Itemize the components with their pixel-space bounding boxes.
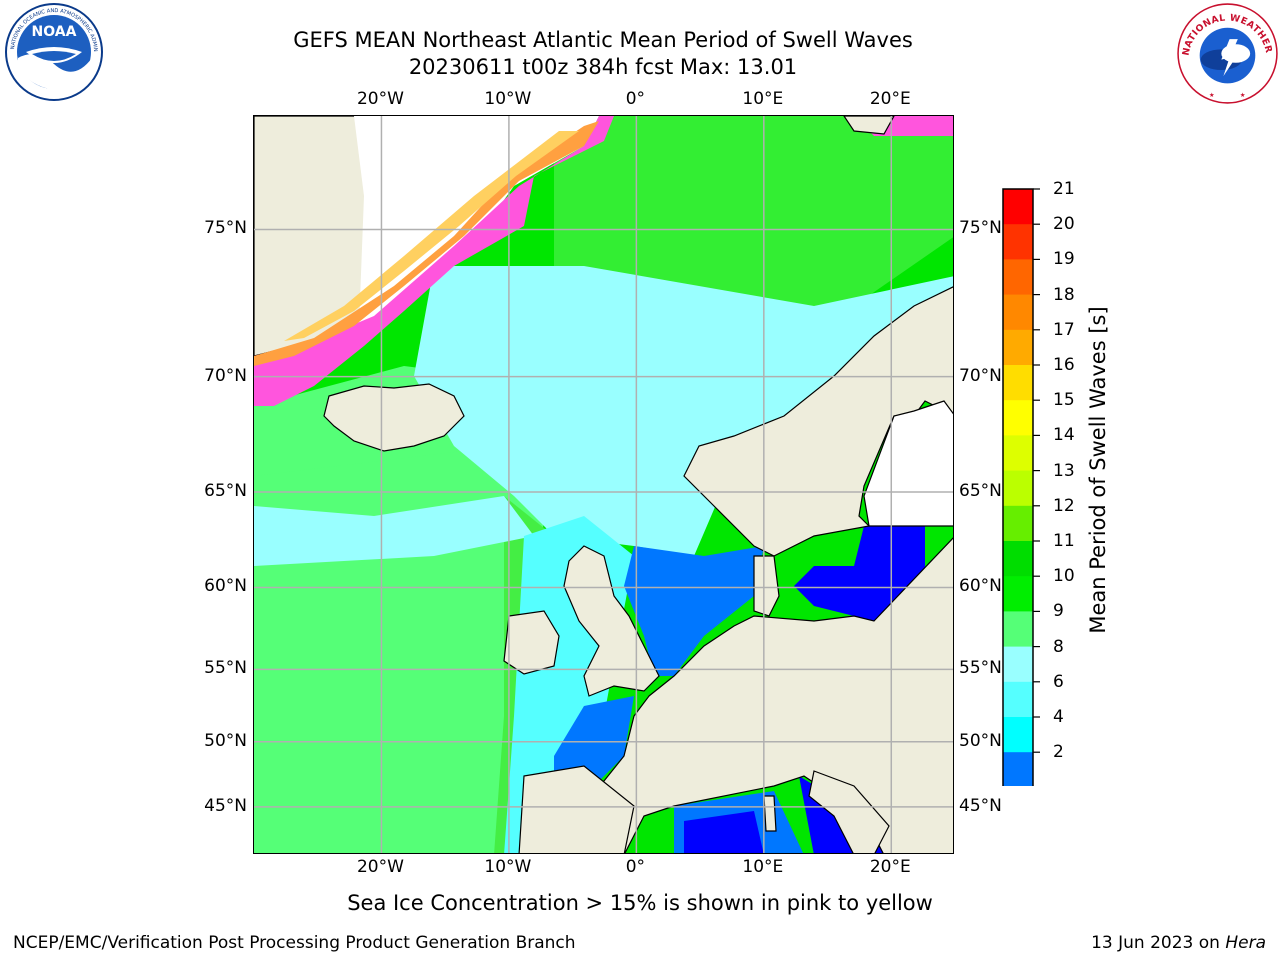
colorbar-swatch <box>1003 717 1033 753</box>
colorbar-title: Mean Period of Swell Waves [s] <box>1086 306 1110 634</box>
corsica-sardinia-land <box>763 795 777 832</box>
noaa-logo: NOAA NATIONAL OCEANIC AND ATMOSPHERIC AD… <box>4 2 103 101</box>
colorbar-tick-label: 19 <box>1053 249 1075 270</box>
colorbar-swatch <box>1003 294 1033 331</box>
colorbar-swatch <box>1003 329 1033 366</box>
colorbar-swatch <box>1003 611 1033 648</box>
baltic-sea-region <box>794 526 925 621</box>
colorbar-swatch <box>1003 505 1033 542</box>
svg-text:★: ★ <box>1240 92 1246 99</box>
colorbar-tick-label: 8 <box>1053 636 1064 657</box>
sea-ice-orange-band <box>254 121 599 366</box>
colorbar-tick-label: 13 <box>1053 460 1075 481</box>
west-mediterranean-core-region <box>684 811 764 853</box>
colorbar-tick-label: 4 <box>1053 707 1064 727</box>
colorbar-swatch <box>1003 189 1033 225</box>
south-iceland-band-region <box>254 496 534 566</box>
lon-tick-label-bottom: 20°W <box>356 857 404 877</box>
denmark-land <box>753 555 780 617</box>
lat-tick-label-left: 55°N <box>204 658 247 679</box>
colorbar-tick-label: 9 <box>1053 601 1064 622</box>
date-text: 13 Jun 2023 on <box>1091 933 1226 953</box>
lon-tick-label-top: 10°E <box>742 89 784 109</box>
colorbar-tick-label: 16 <box>1053 355 1075 375</box>
credit-line: NCEP/EMC/Verification Post Processing Pr… <box>13 933 576 953</box>
colorbar-tick-label: 15 <box>1053 390 1075 411</box>
colorbar-swatch <box>1003 400 1033 436</box>
colorbar-tick-label: 12 <box>1053 495 1075 516</box>
sea-ice-yellow-band <box>284 131 579 341</box>
north-sea-region <box>624 546 764 676</box>
colorbar-tick-label: 17 <box>1053 319 1075 340</box>
lon-tick-label-top: 20°W <box>356 89 404 109</box>
lat-tick-label-right: 50°N <box>959 730 1002 751</box>
colorbar-tick-label: 18 <box>1053 284 1075 305</box>
svalbard-land <box>843 116 895 135</box>
colorbar-swatch <box>1003 752 1033 786</box>
lat-tick-label-right: 55°N <box>959 658 1002 679</box>
ireland-land <box>503 610 560 675</box>
colorbar-swatch <box>1003 224 1033 260</box>
lat-tick-label-left: 75°N <box>204 218 247 239</box>
lat-tick-label-left: 45°N <box>204 795 247 816</box>
great-britain-land <box>563 545 660 697</box>
colorbar-swatch <box>1003 470 1033 507</box>
chart-title: GEFS MEAN Northeast Atlantic Mean Period… <box>293 28 913 52</box>
iberia-land <box>518 765 635 853</box>
lon-tick-label-top: 10°W <box>484 89 532 109</box>
svg-text:★: ★ <box>1209 92 1215 99</box>
lon-tick-label-top: 0° <box>625 89 646 109</box>
lat-tick-label-left: 65°N <box>204 480 247 501</box>
colorbar-tick-label: 2 <box>1053 742 1064 763</box>
lon-tick-label-bottom: 10°W <box>484 857 532 877</box>
colorbar-swatch <box>1003 576 1033 612</box>
lat-tick-label-right: 60°N <box>959 576 1002 597</box>
gulf-bothnia-missing-area <box>863 400 953 527</box>
host-name: Hera <box>1225 933 1266 953</box>
lat-tick-label-left: 70°N <box>204 365 247 386</box>
lat-tick-label-right: 70°N <box>959 365 1002 386</box>
lon-tick-label-bottom: 0° <box>625 857 646 877</box>
colorbar-swatch <box>1003 646 1033 683</box>
sea-ice-note: Sea Ice Concentration > 15% is shown in … <box>347 891 933 915</box>
colorbar-frame <box>1002 188 1034 786</box>
map-panel <box>253 115 954 854</box>
lat-tick-label-right: 75°N <box>959 218 1002 239</box>
lon-tick-label-bottom: 20°E <box>869 857 911 877</box>
chart-subtitle: 20230611 t00z 384h fcst Max: 13.01 <box>408 55 798 79</box>
colorbar-swatch <box>1003 681 1033 718</box>
iceland-faroes-corridor-region <box>414 266 953 556</box>
swell-period-map <box>254 116 953 853</box>
colorbar-swatch <box>1003 541 1033 577</box>
italy-land <box>808 770 890 853</box>
lat-tick-label-right: 65°N <box>959 480 1002 501</box>
colorbar-swatch <box>1003 259 1033 296</box>
lon-tick-label-bottom: 10°E <box>742 857 784 877</box>
colorbar <box>1002 188 1040 786</box>
lat-tick-label-right: 45°N <box>959 795 1002 816</box>
lat-tick-label-left: 50°N <box>204 730 247 751</box>
date-stamp: 13 Jun 2023 on Hera <box>1091 933 1266 953</box>
colorbar-tick-label: 20 <box>1053 214 1075 235</box>
noaa-logo-text: NOAA <box>32 24 77 40</box>
colorbar-swatch <box>1003 435 1033 472</box>
lon-tick-label-top: 20°E <box>869 89 911 109</box>
nws-logo: NATIONAL WEATHER SERVICE ★ ★ <box>1176 2 1278 104</box>
colorbar-tick-label: 21 <box>1053 179 1075 199</box>
colorbar-tick-label: 10 <box>1053 566 1075 587</box>
sea-ice-pink-band <box>254 116 614 406</box>
colorbar-tick-label: 14 <box>1053 425 1075 446</box>
colorbar-tick-label: 6 <box>1053 671 1064 692</box>
lat-tick-label-left: 60°N <box>204 576 247 597</box>
iceland-land <box>323 383 465 452</box>
colorbar-tick-label: 11 <box>1053 531 1075 551</box>
colorbar-swatch <box>1003 365 1033 401</box>
